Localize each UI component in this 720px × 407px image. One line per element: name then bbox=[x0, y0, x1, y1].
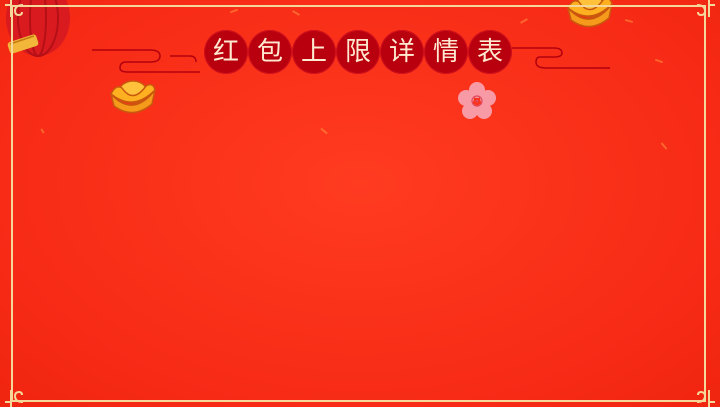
title-char: 详 bbox=[380, 30, 424, 74]
title-char: 限 bbox=[336, 30, 380, 74]
corner-ornament-icon bbox=[3, 0, 25, 19]
cloud-line-icon bbox=[510, 42, 615, 76]
corner-ornament-icon bbox=[3, 388, 25, 407]
title-char: 情 bbox=[424, 30, 468, 74]
gold-frame bbox=[11, 5, 706, 402]
cloud-line-icon bbox=[90, 40, 220, 80]
title-char: 红 bbox=[204, 30, 248, 74]
title-char: 上 bbox=[292, 30, 336, 74]
page-title: 红 包 上 限 详 情 表 bbox=[204, 30, 512, 76]
corner-ornament-icon bbox=[695, 388, 717, 407]
gold-ingot-icon bbox=[108, 74, 158, 120]
plum-blossom-icon bbox=[458, 82, 496, 124]
corner-ornament-icon bbox=[695, 0, 717, 19]
title-char: 表 bbox=[468, 30, 512, 74]
title-char: 包 bbox=[248, 30, 292, 74]
